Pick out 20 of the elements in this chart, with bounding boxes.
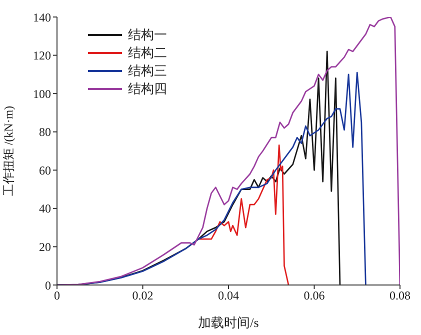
x-tick-label: 0.06	[304, 288, 325, 303]
y-tick-label: 40	[39, 202, 51, 216]
y-axis-title: 工作扭矩 /(kN·m)	[1, 106, 16, 196]
x-tick-label: 0	[54, 288, 60, 303]
y-tick-label: 60	[39, 163, 51, 178]
x-tick-label: 0.08	[390, 288, 410, 303]
x-tick-label: 0.02	[132, 288, 154, 303]
legend-label: 结构一	[128, 26, 167, 44]
line-series	[198, 144, 290, 285]
legend-label: 结构四	[128, 80, 167, 98]
y-tick-label: 80	[39, 125, 51, 140]
x-tick-label: 0.04	[218, 288, 239, 303]
y-tick-label: 20	[39, 240, 51, 254]
legend-label: 结构二	[128, 44, 167, 62]
legend-label: 结构三	[128, 62, 167, 80]
y-tick-label: 0	[45, 278, 51, 292]
y-tick-label: 100	[33, 86, 51, 101]
y-tick-label: 120	[33, 48, 51, 63]
x-axis-title: 加载时间/s	[198, 315, 259, 330]
y-tick-label: 140	[33, 10, 51, 24]
